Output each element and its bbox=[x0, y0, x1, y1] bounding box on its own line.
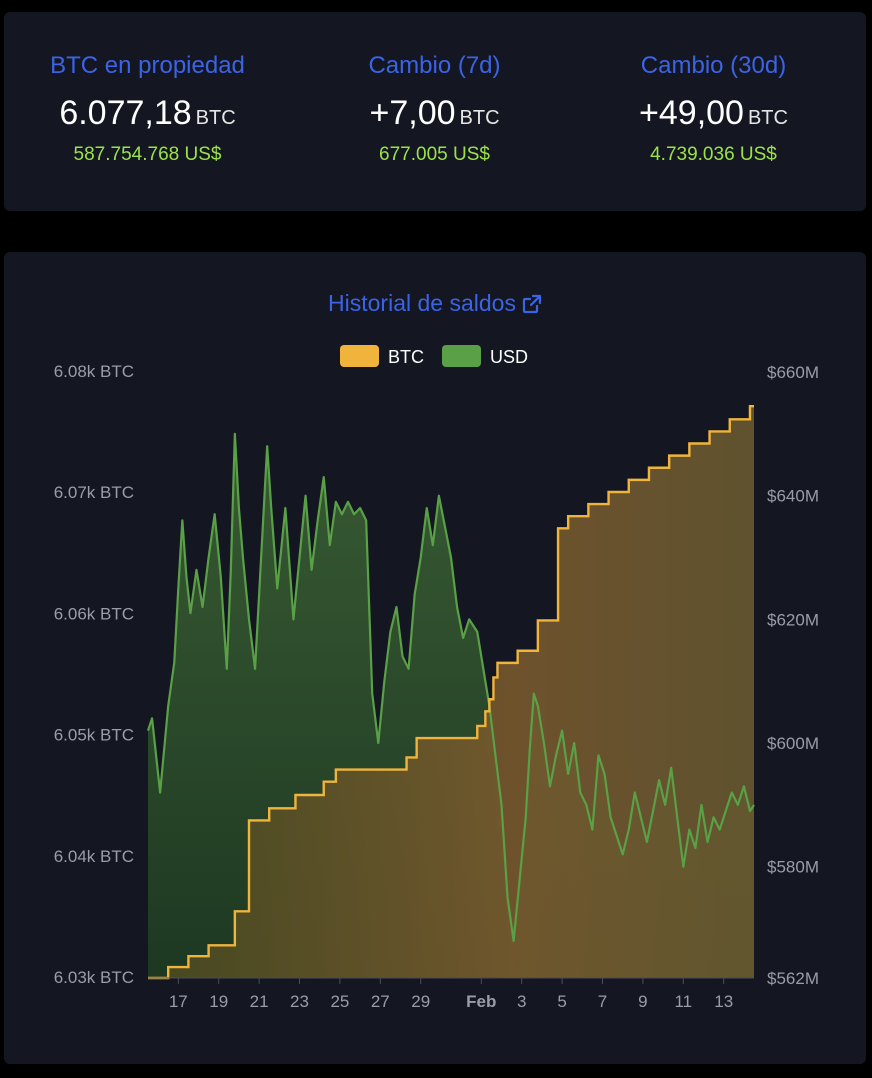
stat-usd-value: 677.005 US$ bbox=[379, 144, 490, 165]
chart-title-link[interactable]: Historial de saldos bbox=[4, 290, 866, 317]
stat-label: BTC en propiedad bbox=[50, 52, 245, 79]
external-link-icon[interactable] bbox=[522, 294, 542, 314]
stat-value: +49,00 BTC bbox=[570, 94, 857, 133]
stat-value-unit: BTC bbox=[459, 107, 500, 129]
chart-title[interactable]: Historial de saldos bbox=[328, 290, 516, 316]
balance-history-card: Historial de saldos bbox=[4, 252, 866, 1064]
stat-usd-value: 4.739.036 US$ bbox=[650, 144, 777, 165]
stat-value-number: +7,00 bbox=[369, 94, 456, 132]
stat-label: Cambio (7d) bbox=[368, 52, 501, 79]
stat-usd-value: 587.754.768 US$ bbox=[73, 144, 222, 165]
stat-label: Cambio (30d) bbox=[640, 52, 787, 79]
stat-value-unit: BTC bbox=[195, 107, 236, 129]
stat-value-number: 6.077,18 bbox=[59, 94, 192, 132]
stat-value: +7,00 BTC bbox=[291, 94, 578, 133]
stat-value: 6.077,18 BTC bbox=[4, 94, 291, 133]
stat-value-number: +49,00 bbox=[639, 94, 744, 132]
holdings-summary-card: BTC en propiedad 6.077,18 BTC 587.754.768… bbox=[4, 12, 866, 211]
stat-value-unit: BTC bbox=[747, 107, 788, 129]
